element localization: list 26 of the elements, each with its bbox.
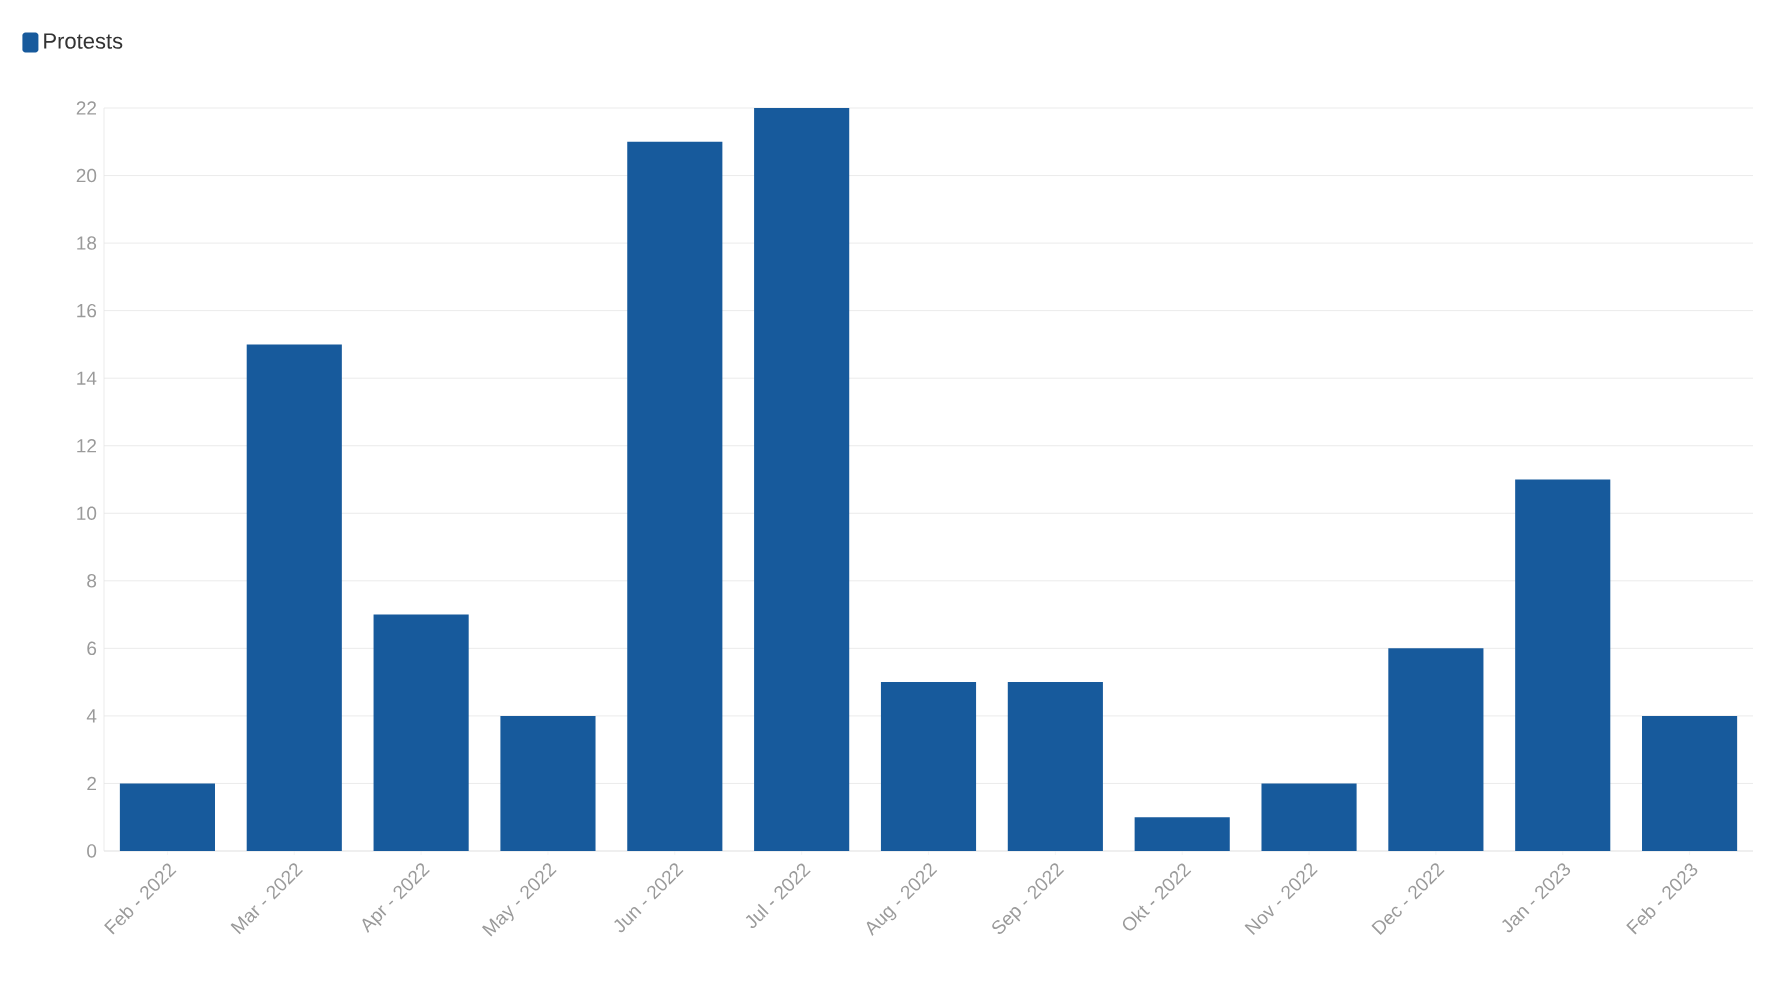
bar: [1388, 648, 1484, 851]
bar: [246, 344, 342, 851]
y-tick-label: 12: [77, 439, 96, 453]
y-tick-label: 0: [87, 844, 97, 858]
y-tick-label: 6: [87, 641, 97, 656]
y-tick-label: 16: [77, 303, 97, 318]
y-tick-label: 20: [76, 168, 97, 183]
y-tick-label: 2: [87, 776, 96, 791]
y-tick-label: 4: [86, 709, 97, 723]
bar: [1642, 715, 1738, 851]
bar: [119, 783, 215, 851]
y-tick-label: 18: [77, 236, 97, 250]
y-tick-label: 10: [77, 506, 97, 520]
bar: [880, 682, 977, 851]
bar: [373, 614, 469, 851]
bar: [627, 141, 723, 851]
y-tick-label: 8: [87, 574, 97, 588]
bar: [1261, 783, 1357, 851]
bar: [500, 715, 596, 851]
bar: [1134, 817, 1230, 851]
bar: [1515, 479, 1611, 851]
bar: [1007, 682, 1103, 851]
y-tick-label: 22: [76, 101, 96, 115]
bar: [754, 107, 850, 851]
y-tick-label: 14: [77, 371, 97, 385]
legend-label: Protests: [44, 33, 123, 49]
